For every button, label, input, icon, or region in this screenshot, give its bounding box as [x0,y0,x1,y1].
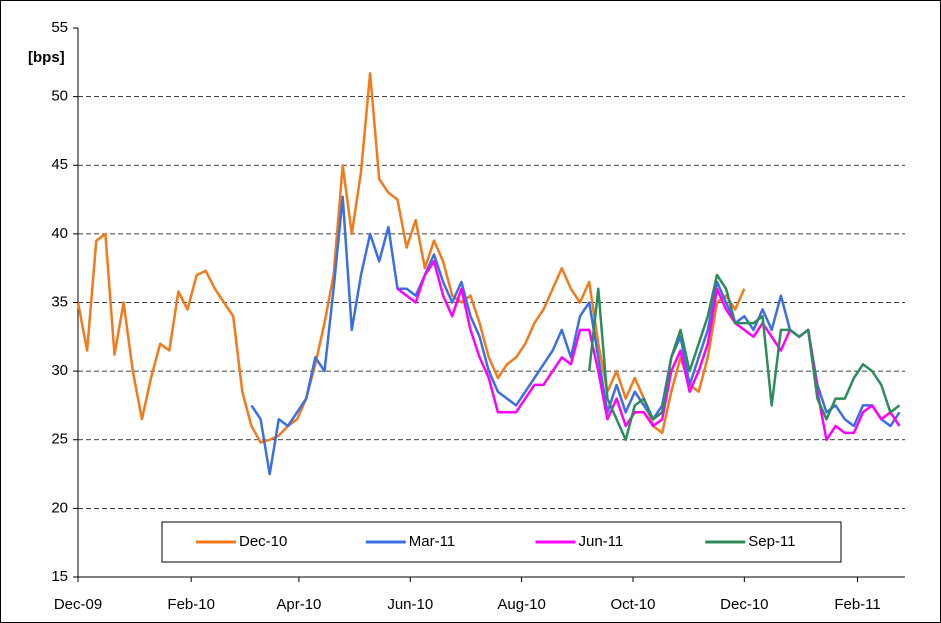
legend-label: Sep-11 [748,533,795,550]
y-tick-label: 50 [51,88,68,105]
y-tick-label: 25 [51,431,68,448]
y-axis-label: [bps] [28,49,65,66]
x-tick-label: Aug-10 [497,596,545,613]
y-tick-label: 15 [51,568,68,585]
y-tick-label: 45 [51,156,68,173]
legend-label: Mar-11 [409,533,455,550]
legend-label: Dec-10 [239,533,287,550]
series-line [587,273,901,442]
x-tick-label: Dec-10 [720,596,768,613]
y-tick-label: 35 [51,293,68,310]
y-tick-label: 30 [51,362,68,379]
legend-label: Jun-11 [579,533,624,550]
series-line [76,72,746,444]
x-tick-label: Dec-09 [54,596,102,613]
y-tick-label: 55 [51,19,68,36]
x-tick-label: Jun-10 [387,596,433,613]
x-tick-label: Oct-10 [610,596,655,613]
x-tick-label: Feb-10 [167,596,215,613]
y-tick-label: 20 [51,499,68,516]
x-tick-label: Feb-11 [834,596,880,613]
y-tick-label: 40 [51,225,68,242]
x-tick-label: Apr-10 [276,596,321,613]
